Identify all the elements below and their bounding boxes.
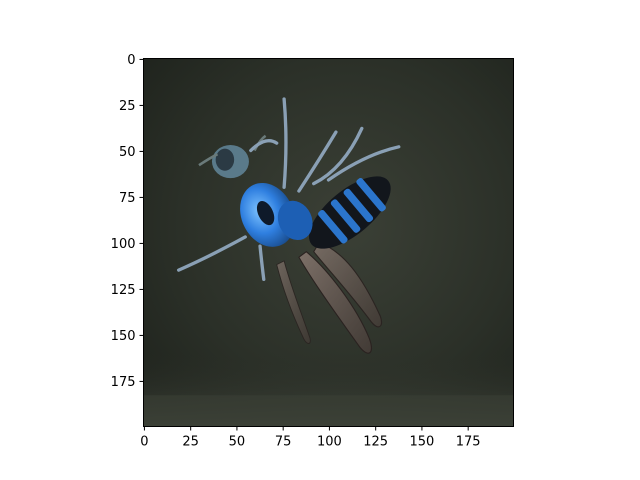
x-tick-label: 150 <box>410 435 435 450</box>
y-tick-label: 0 <box>127 53 135 68</box>
x-axis: 0 25 50 75 100 125 150 175 <box>140 426 481 450</box>
axes-frame <box>143 58 514 427</box>
wasp-antenna-right <box>253 134 267 152</box>
y-tick-label: 175 <box>111 375 136 390</box>
wasp-photo <box>143 58 514 427</box>
y-tick-label: 125 <box>111 283 136 298</box>
x-tick-label: 75 <box>275 435 292 450</box>
x-tick-label: 50 <box>229 435 246 450</box>
wasp-eye <box>215 148 235 171</box>
wasp-abdomen-band <box>343 188 374 223</box>
wasp-abdomen-band <box>330 199 361 233</box>
wasp-wing-upper <box>313 241 383 328</box>
x-tick-label: 25 <box>182 435 199 450</box>
x-tick-label: 175 <box>456 435 481 450</box>
y-tick-label: 25 <box>119 99 136 114</box>
y-tick-label: 75 <box>119 191 136 206</box>
photo-floor-strip <box>143 395 514 427</box>
x-tick-label: 100 <box>317 435 342 450</box>
y-tick-label: 100 <box>111 237 136 252</box>
wasp-thorax-mark <box>256 200 275 226</box>
wasp-abdomen <box>308 176 391 249</box>
y-tick-label: 50 <box>119 145 136 160</box>
wasp-leg <box>297 130 338 193</box>
y-tick-label: 150 <box>111 329 136 344</box>
wasp-leg <box>326 145 401 182</box>
photo-image <box>143 58 514 427</box>
wasp-leg <box>176 235 247 272</box>
x-tick-label: 0 <box>140 435 148 450</box>
wasp-leg <box>312 126 364 186</box>
wasp-wing-lower <box>298 250 372 354</box>
wasp-thorax-rear <box>277 200 313 241</box>
y-axis: 0 25 50 75 100 125 150 175 <box>111 53 144 390</box>
wasp-antenna-left <box>198 153 219 167</box>
wasp-leg <box>249 139 279 153</box>
wasp-abdomen-band <box>318 209 348 244</box>
wasp-leg <box>282 97 288 189</box>
wasp-leg <box>258 244 266 281</box>
wasp-abdomen-band <box>356 178 386 212</box>
wasp-wing-rear <box>276 260 311 344</box>
x-tick-label: 125 <box>363 435 388 450</box>
